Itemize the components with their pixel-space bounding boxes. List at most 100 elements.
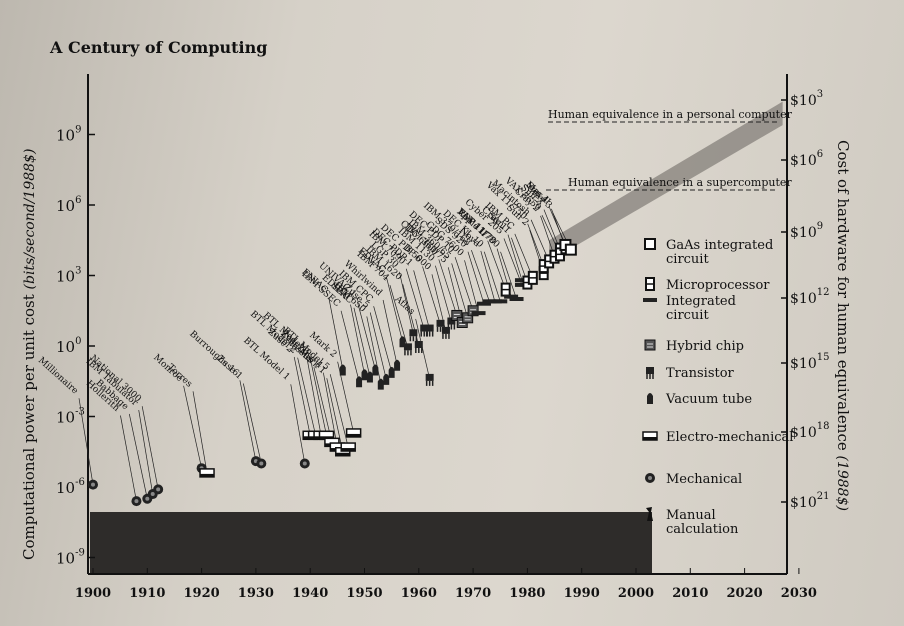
data-point-gaas (564, 243, 577, 256)
data-point-ic (509, 297, 524, 301)
mech-hub (91, 482, 95, 487)
gaas-icon (644, 238, 656, 250)
data-point-vacuum-tube (377, 378, 384, 390)
leader-line (78, 398, 94, 485)
leader-line (483, 251, 501, 302)
mech-hub (259, 461, 264, 466)
data-point-transistor (425, 373, 434, 386)
y-tick-label: 100 (56, 336, 81, 356)
manual-icon (646, 507, 653, 521)
y-tick-label: 109 (56, 125, 81, 145)
y2-tick-label: $1012 (790, 287, 829, 307)
hybrid-shape (644, 339, 656, 351)
leader-line (464, 260, 479, 314)
data-point-mechanical (256, 458, 267, 469)
tube-shape (647, 393, 653, 404)
mech-hub (648, 476, 652, 480)
data-point-ic (514, 278, 529, 283)
leader-line (382, 299, 398, 365)
leader-line (183, 385, 202, 469)
tube-shape (361, 369, 368, 381)
mechanical-icon (645, 473, 655, 483)
tube-shape (339, 364, 346, 376)
transistor-body (425, 324, 434, 332)
tube-shape (394, 359, 401, 371)
data-point-mechanical (88, 479, 98, 490)
data-point-vacuum-tube (372, 364, 379, 376)
leader-line (389, 285, 409, 349)
legend-label: Manual calculation (666, 508, 739, 537)
ic-shape (509, 297, 524, 301)
leader-line (399, 271, 414, 335)
data-point-mechanical (299, 458, 310, 469)
data-point-microprocessor (527, 270, 538, 285)
x-tick-label: 1960 (401, 586, 437, 601)
leader-line (415, 318, 431, 379)
mech-hub (156, 487, 161, 492)
y-tick-label: 10-9 (56, 548, 85, 568)
leader-line (340, 310, 360, 382)
gaas-shape (644, 238, 656, 250)
leader-line (471, 250, 490, 302)
y2-tick-label: $1021 (790, 491, 829, 511)
leader-line (487, 240, 507, 290)
gaas-shape (564, 243, 577, 256)
leader-line (290, 384, 306, 464)
leader-line (386, 277, 403, 342)
legend-label: GaAs integrated circuit (666, 238, 773, 267)
leader-line (328, 297, 344, 370)
leader-line (297, 357, 316, 436)
tube-shape (377, 378, 384, 390)
leader-line (373, 306, 392, 372)
ic-shape (643, 298, 657, 302)
data-point-vacuum-tube (388, 366, 395, 378)
data-point-transistor (403, 343, 412, 356)
x-tick-label: 2030 (781, 586, 817, 601)
leader-line (500, 251, 517, 300)
data-point-transistor (409, 329, 418, 342)
data-point-vacuum-tube (361, 369, 368, 381)
leader-line (326, 378, 344, 452)
chart-title: A Century of Computing (50, 38, 268, 57)
em-base (346, 433, 361, 437)
mech-hub (145, 496, 150, 501)
data-point-transistor (425, 324, 434, 337)
transistor-icon (646, 367, 654, 379)
data-point-mechanical (131, 496, 142, 507)
leader-line (293, 356, 311, 436)
leader-line (507, 234, 523, 281)
leader-line (323, 372, 338, 448)
data-point-vacuum-tube (366, 371, 373, 383)
ic-shape (471, 311, 486, 316)
x-tick-label: 2020 (727, 586, 763, 601)
data-point-transistor (414, 341, 423, 353)
transistor-body (441, 326, 450, 334)
leader-line (313, 367, 333, 443)
leader-line (413, 270, 430, 330)
data-point-ic (514, 282, 529, 287)
legend-label: Vacuum tube (665, 392, 752, 407)
leader-line (306, 358, 322, 436)
mech-hub (134, 499, 139, 504)
y-tick-label: 103 (56, 266, 81, 286)
leader-line (511, 237, 528, 283)
tube-shape (388, 366, 395, 378)
legend-label: Transistor (666, 366, 735, 381)
y2-tick-label: $1015 (790, 352, 829, 372)
data-point-vacuum-tube (339, 364, 346, 376)
data-point-vacuum-tube (394, 359, 401, 371)
leader-line (549, 207, 566, 246)
legend-label: Mechanical (666, 472, 742, 487)
leader-line (350, 304, 365, 375)
leader-line (467, 251, 485, 304)
leader-line (357, 301, 376, 370)
transistor-body (403, 343, 412, 351)
leader-line (239, 380, 257, 462)
leader-line (192, 391, 208, 473)
microprocessor-icon (645, 277, 655, 291)
data-point-vacuum-tube (356, 376, 363, 388)
data-point-electromechanical (340, 442, 356, 452)
ic-shape (493, 299, 508, 304)
